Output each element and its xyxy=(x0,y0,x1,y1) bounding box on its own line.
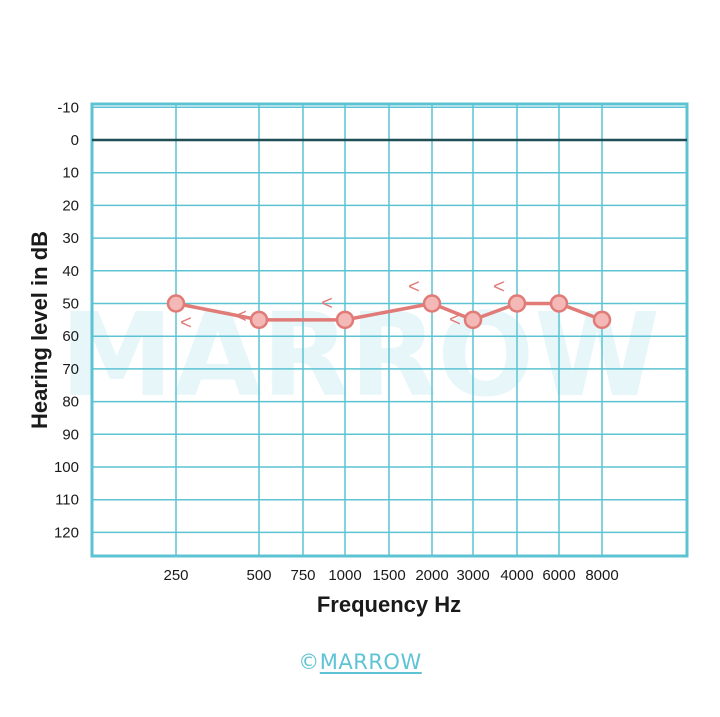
bone-conduction-symbol: < xyxy=(493,276,505,298)
y-tick-label: 0 xyxy=(71,132,79,149)
x-tick-label: 3000 xyxy=(456,567,489,584)
data-point-marker xyxy=(463,310,483,330)
data-point-marker xyxy=(249,310,269,330)
y-tick-label: 100 xyxy=(54,459,79,476)
bone-conduction-symbol: < xyxy=(449,309,461,331)
y-axis-ticks: -10 0 10 20 30 40 50 60 70 80 90 100 110 120 xyxy=(54,99,79,541)
y-tick-label: 110 xyxy=(55,492,79,509)
data-point-marker xyxy=(335,310,355,330)
y-tick-label: 90 xyxy=(62,426,79,443)
bone-conduction-symbol: < xyxy=(235,306,247,328)
bone-conduction-symbol: < xyxy=(408,276,420,298)
data-point-marker xyxy=(422,294,442,313)
x-tick-label: 500 xyxy=(246,567,271,584)
y-axis-title: Hearing level in dB xyxy=(27,231,52,429)
x-tick-label: 250 xyxy=(163,567,188,584)
x-tick-label: 750 xyxy=(290,567,315,584)
y-tick-label: 60 xyxy=(62,328,79,345)
y-tick-label: -10 xyxy=(57,99,79,116)
data-point-marker xyxy=(592,310,612,330)
brand-logo: ©MARROW xyxy=(0,650,720,674)
y-tick-label: 70 xyxy=(62,361,79,378)
bone-conduction-symbol: < xyxy=(180,312,192,334)
y-tick-label: 50 xyxy=(62,296,79,313)
x-tick-label: 1000 xyxy=(328,567,361,584)
data-point-marker xyxy=(166,294,186,313)
x-tick-label: 6000 xyxy=(542,567,575,584)
y-tick-label: 120 xyxy=(54,524,79,541)
y-tick-label: 10 xyxy=(62,165,79,182)
brand-name: MARROW xyxy=(319,650,422,674)
y-tick-label: 80 xyxy=(62,394,79,411)
data-point-marker xyxy=(507,294,527,313)
y-tick-label: 40 xyxy=(62,263,79,280)
copyright-symbol: © xyxy=(298,650,320,674)
x-tick-label: 1500 xyxy=(372,567,405,584)
data-point-marker xyxy=(549,294,569,313)
bone-conduction-symbol: < xyxy=(321,293,333,315)
y-tick-label: 20 xyxy=(62,197,79,214)
plot-frame xyxy=(90,102,689,558)
x-axis-title: Frequency Hz xyxy=(317,592,461,617)
series-layer: < < < < < < xyxy=(166,276,612,334)
grid xyxy=(90,102,689,558)
x-tick-label: 2000 xyxy=(415,567,448,584)
x-axis-ticks: 250 500 750 1000 1500 2000 3000 4000 6000 8000 xyxy=(163,567,618,584)
x-tick-label: 8000 xyxy=(585,567,618,584)
y-tick-label: 30 xyxy=(62,230,79,247)
x-tick-label: 4000 xyxy=(500,567,533,584)
